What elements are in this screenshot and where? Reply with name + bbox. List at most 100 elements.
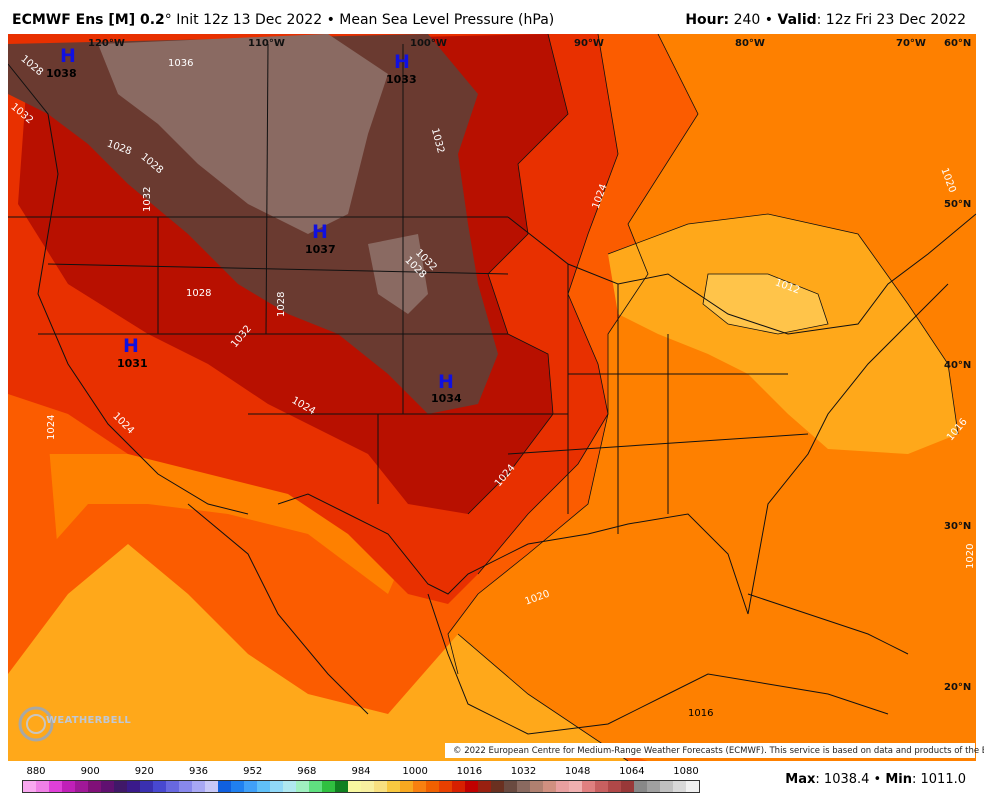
pressure-map: 120°W 110°W 100°W 90°W 80°W 70°W 60°N 50…	[8, 34, 976, 761]
field-1016-east	[608, 214, 958, 454]
colorbar-swatch	[556, 781, 569, 792]
graticule-labels: 120°W 110°W 100°W 90°W 80°W 70°W 60°N 50…	[88, 38, 971, 693]
colorbar-ticks: 880 900 920 936 952 968 984 1000 1016 1032 1048 106…	[22, 766, 700, 778]
isobar-lines	[447, 34, 959, 761]
colorbar-swatch	[309, 781, 322, 792]
colorbar-tick-label: 1064	[619, 766, 645, 777]
high-letter: H	[438, 371, 454, 393]
lon-label-70w: 70°W	[896, 38, 926, 49]
high-letter: H	[60, 45, 76, 67]
isobar-1016	[607, 213, 959, 435]
high-centers: H 1038 H 1033 H 1037 H 1031 H 1034	[46, 45, 462, 405]
lat-label-20n: 20°N	[944, 682, 971, 693]
contour-label: 1024	[46, 415, 57, 440]
colorbar-swatch	[36, 781, 49, 792]
high-letter: H	[123, 335, 139, 357]
colorbar-swatch	[387, 781, 400, 792]
boundary-lines	[8, 43, 976, 735]
colorbar-swatch	[283, 781, 296, 792]
colorbar-tick-label: 920	[134, 766, 154, 777]
lat-label-50n: 50°N	[944, 199, 971, 210]
colorbar-swatch	[582, 781, 595, 792]
coast-cuba	[747, 593, 909, 655]
colorbar-swatch	[153, 781, 166, 792]
map-header: ECMWF Ens [M] 0.2° Init 12z 13 Dec 2022 …	[0, 0, 984, 34]
colorbar-swatch	[231, 781, 244, 792]
colorbar-tick-label: 968	[297, 766, 317, 777]
contour-label: 1028	[276, 292, 287, 317]
contour-label: 1028	[186, 288, 211, 299]
colorbar-swatch	[413, 781, 426, 792]
field-1040-east	[368, 234, 428, 314]
colorbar-swatch	[218, 781, 231, 792]
coast-caribbean	[667, 673, 889, 715]
pressure-colorbar: 880 900 920 936 952 968 984 1000 1016 1032 1048 106…	[22, 766, 700, 796]
colorbar-tick-label: 1000	[402, 766, 428, 777]
colorbar-swatch	[49, 781, 62, 792]
colorbar-swatch	[478, 781, 491, 792]
coast-gulf	[277, 493, 749, 615]
min-label: Min	[885, 772, 912, 787]
degree-symbol: °	[164, 12, 172, 28]
colorbar-swatch	[179, 781, 192, 792]
valid-label: Valid	[777, 12, 817, 28]
field-1024-pacific	[8, 394, 58, 594]
colorbar-swatch	[23, 781, 36, 792]
colorbar-tick-label: 1032	[510, 766, 537, 777]
high-value: 1034	[431, 392, 462, 405]
state-line-12	[507, 433, 809, 455]
colorbar-swatch	[361, 781, 374, 792]
lon-label-100w: 100°W	[410, 38, 447, 49]
colorbar-swatch	[504, 781, 517, 792]
contour-label: 1036	[168, 58, 193, 69]
colorbar-swatch	[686, 781, 699, 792]
field-1036	[8, 34, 498, 414]
colorbar-tick-label: 984	[351, 766, 371, 777]
colorbar-swatch	[257, 781, 270, 792]
field-stats: Max: 1038.4 • Min: 1011.0	[785, 772, 966, 787]
max-value: : 1038.4 •	[815, 772, 886, 787]
state-line-5	[47, 263, 509, 275]
colorbar-swatch	[270, 781, 283, 792]
colorbar-swatch	[647, 781, 660, 792]
colorbar-tick-label: 880	[26, 766, 46, 777]
colorbar-swatch	[569, 781, 582, 792]
init-time: Init 12z 13 Dec 2022 • Mean Sea Level Pr…	[171, 12, 555, 28]
colorbar-swatch	[140, 781, 153, 792]
ecmwf-credit: © 2022 European Centre for Medium-Range …	[445, 743, 984, 758]
model-title: ECMWF Ens [M] 0.2° Init 12z 13 Dec 2022 …	[12, 12, 554, 28]
hour-value: 240 •	[729, 12, 778, 28]
colorbar-swatch	[426, 781, 439, 792]
colorbar-swatch	[621, 781, 634, 792]
colorbar-swatch	[634, 781, 647, 792]
state-line-1	[265, 43, 269, 335]
colorbar-swatch	[166, 781, 179, 792]
colorbar-swatch	[400, 781, 413, 792]
high-value: 1033	[386, 73, 417, 86]
lon-label-80w: 80°W	[735, 38, 765, 49]
colorbar-swatch	[517, 781, 530, 792]
colorbar-tick-label: 900	[80, 766, 100, 777]
lon-label-110w: 110°W	[248, 38, 285, 49]
weatherbell-logo-icon	[18, 706, 54, 742]
pressure-map-svg: 120°W 110°W 100°W 90°W 80°W 70°W 60°N 50…	[8, 34, 976, 761]
hour-label: Hour:	[685, 12, 730, 28]
colorbar-swatch	[348, 781, 361, 792]
colorbar-swatch	[101, 781, 114, 792]
max-label: Max	[785, 772, 816, 787]
high-letter: H	[394, 51, 410, 73]
colorbar-swatch	[608, 781, 621, 792]
lat-label-40n: 40°N	[944, 360, 971, 371]
colorbar-swatch	[114, 781, 127, 792]
model-name: ECMWF Ens [M] 0.2	[12, 12, 165, 28]
isobar-1028	[477, 34, 619, 575]
valid-value: : 12z Fri 23 Dec 2022	[816, 12, 966, 28]
colorbar-swatch	[192, 781, 205, 792]
colorbar-swatch	[439, 781, 452, 792]
high-value: 1038	[46, 67, 77, 80]
colorbar-swatch	[595, 781, 608, 792]
colorbar-tick-label: 952	[243, 766, 263, 777]
high-value: 1031	[117, 357, 148, 370]
contour-label: 1016	[688, 708, 713, 719]
contour-label: 1020	[965, 544, 976, 569]
